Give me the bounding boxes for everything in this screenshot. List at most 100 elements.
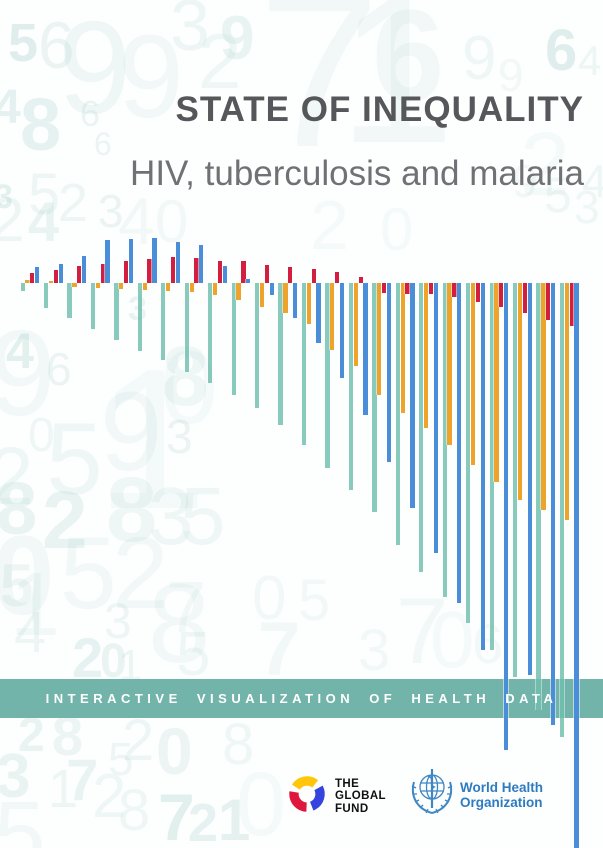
- background-digit: 6: [80, 93, 101, 134]
- bar-blue: [269, 283, 274, 295]
- bar-amber: [72, 283, 77, 287]
- background-digit: 1: [10, 555, 61, 655]
- background-digit: 2: [72, 626, 104, 689]
- background-digit: 9: [118, 11, 184, 143]
- global-fund-swirl-icon: [283, 770, 331, 823]
- background-digit: 5: [298, 568, 331, 633]
- bar-red: [30, 273, 35, 283]
- bar-blue: [152, 238, 157, 283]
- bar-blue: [363, 283, 368, 415]
- background-digit: 4: [14, 600, 47, 665]
- background-digit: 6: [94, 126, 112, 162]
- background-digit: 3: [166, 411, 193, 464]
- background-digit: 4: [6, 323, 34, 379]
- bar-teal: [372, 283, 377, 512]
- background-digit: 0: [252, 564, 287, 633]
- bar-amber: [470, 283, 476, 465]
- background-digit: 7: [396, 578, 449, 683]
- background-digit: 2: [0, 186, 25, 255]
- bar-blue: [339, 283, 345, 378]
- bar-red: [147, 259, 152, 283]
- bar-red: [475, 283, 481, 302]
- bar-teal: [20, 283, 25, 291]
- global-fund-logo: THE GLOBAL FUND: [283, 770, 386, 823]
- background-digit: 6: [372, 0, 445, 128]
- background-digit: 2: [310, 186, 349, 264]
- global-fund-line-3: FUND: [335, 802, 369, 815]
- background-digit: 4: [578, 37, 602, 84]
- bar-amber: [517, 283, 523, 500]
- bar-teal: [442, 283, 447, 597]
- bar-amber: [330, 283, 335, 350]
- bar-teal: [301, 283, 307, 445]
- background-digit: 0: [156, 714, 193, 788]
- background-digit: 4: [28, 190, 60, 253]
- bar-teal: [325, 283, 330, 468]
- bar-red: [452, 283, 457, 297]
- background-digit: 5: [46, 402, 103, 516]
- bar-red: [217, 261, 223, 283]
- background-digit: 3: [98, 185, 124, 237]
- bar-amber: [494, 283, 499, 482]
- bar-blue: [433, 283, 438, 553]
- bar-amber: [119, 283, 124, 289]
- who-logo: World Health Organization: [407, 766, 543, 823]
- background-digit: 9: [220, 4, 255, 73]
- bar-teal: [419, 283, 424, 572]
- background-digit: 0: [236, 755, 287, 848]
- bar-red: [428, 283, 434, 294]
- background-digit: 5: [60, 516, 117, 630]
- banner-text: INTERACTIVE VISUALIZATION OF HEALTH DATA: [45, 691, 558, 706]
- global-fund-wordmark: THE GLOBAL FUND: [335, 778, 386, 816]
- bar-red: [335, 272, 340, 283]
- background-digit: 3: [0, 178, 13, 216]
- background-digit: 7: [66, 748, 99, 813]
- page-subtitle: HIV, tuberculosis and malaria: [130, 154, 584, 193]
- bar-amber: [400, 283, 405, 413]
- page-title: STATE OF INEQUALITY: [175, 90, 584, 129]
- bar-amber: [306, 283, 312, 324]
- bar-red: [53, 270, 58, 283]
- bar-blue: [199, 245, 204, 283]
- background-digit: 3: [148, 471, 194, 562]
- bar-teal: [348, 283, 354, 490]
- bar-red: [170, 257, 176, 283]
- bar-teal: [184, 283, 189, 372]
- bar-red: [124, 261, 129, 283]
- background-digit: 5: [108, 733, 134, 785]
- bar-blue: [35, 267, 40, 283]
- bar-blue: [246, 279, 251, 283]
- bar-red: [499, 283, 504, 307]
- background-digit: 9: [0, 305, 56, 441]
- background-digit: 2: [198, 17, 242, 105]
- background-digit: 2: [112, 516, 169, 630]
- bar-red: [358, 277, 363, 283]
- background-digit: 9: [498, 49, 524, 101]
- bar-blue: [386, 283, 392, 462]
- bar-blue: [128, 239, 134, 283]
- bar-amber: [259, 283, 265, 307]
- background-digit: 6: [38, 8, 75, 82]
- background-digit: 2: [58, 173, 89, 233]
- bar-blue: [574, 283, 579, 848]
- background-digit: 8: [148, 561, 211, 686]
- background-digit: 4: [582, 155, 603, 207]
- background-digit: 0: [380, 196, 414, 263]
- bar-blue: [410, 283, 415, 508]
- background-digit: 5: [180, 471, 226, 562]
- bar-blue: [316, 283, 321, 343]
- bar-red: [77, 266, 82, 283]
- bar-amber: [166, 283, 171, 291]
- bar-blue: [175, 242, 181, 283]
- bar-amber: [564, 283, 569, 520]
- background-digit: 2: [188, 793, 219, 848]
- background-digit: 1: [48, 759, 79, 819]
- background-digit: 9: [512, 155, 538, 207]
- background-digit: 9: [462, 24, 497, 93]
- bar-teal: [137, 283, 143, 351]
- background-digit: 4: [118, 184, 155, 258]
- background-digit: 5: [0, 552, 34, 619]
- bar-amber: [25, 280, 30, 283]
- bar-amber: [142, 283, 147, 290]
